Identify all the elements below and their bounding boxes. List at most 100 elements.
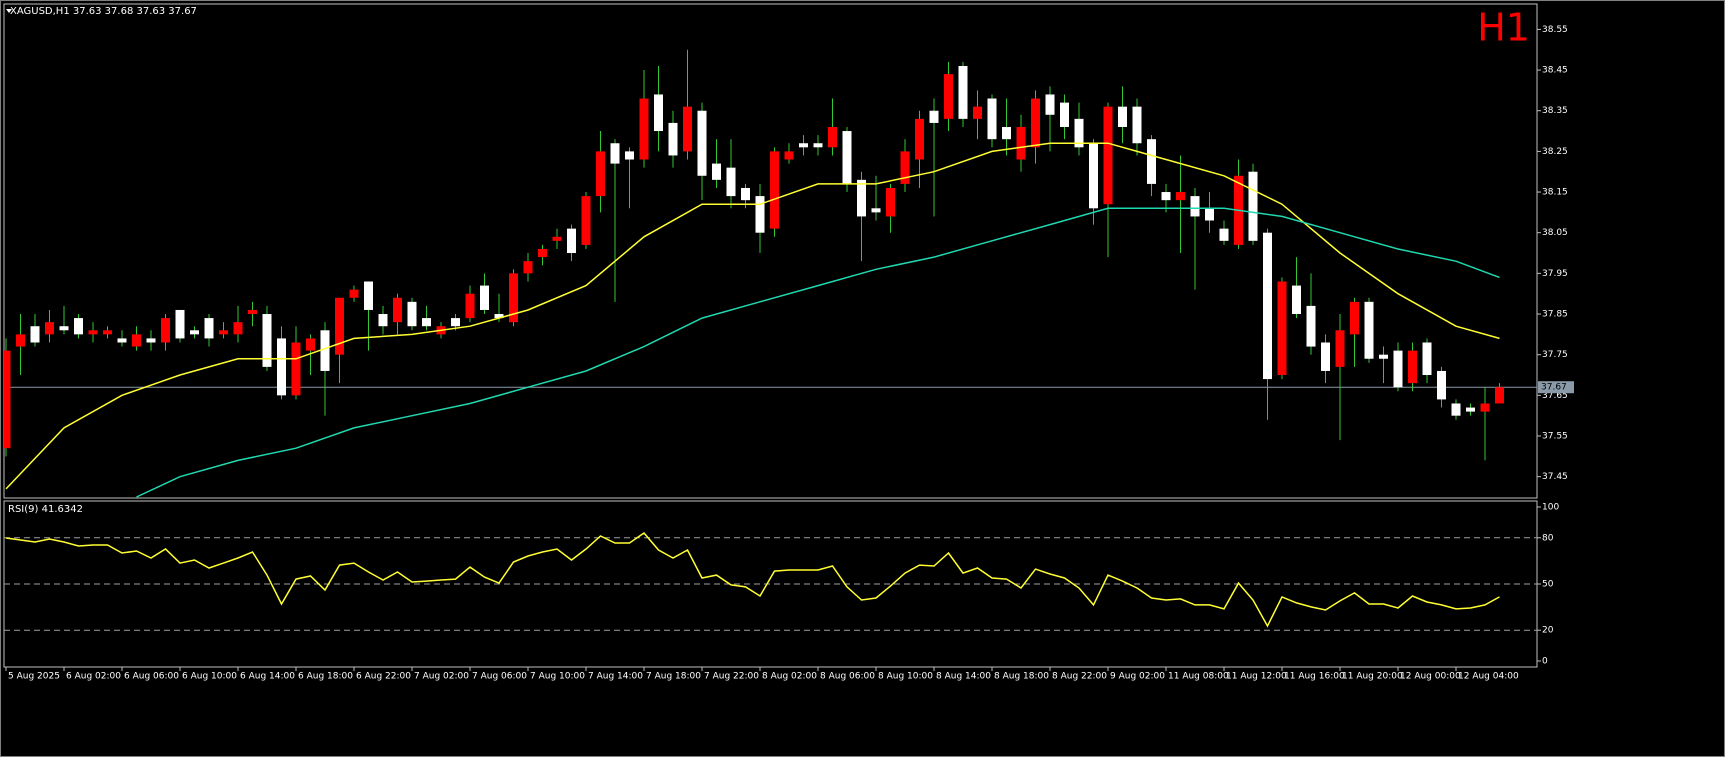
x-tick-label: 11 Aug 20:00 bbox=[1342, 672, 1403, 682]
candle-body bbox=[1263, 232, 1272, 380]
y-tick-label: 38.05 bbox=[1542, 228, 1568, 238]
y-tick-label: 0 bbox=[1542, 657, 1548, 667]
candle-body bbox=[842, 131, 852, 184]
candle-body bbox=[871, 208, 881, 213]
x-tick-label: 7 Aug 14:00 bbox=[588, 672, 643, 682]
candle-body bbox=[233, 322, 243, 335]
candle-body bbox=[828, 126, 837, 148]
candle-body bbox=[1002, 126, 1011, 140]
candle-body bbox=[1379, 354, 1388, 359]
rsi-plot bbox=[4, 531, 1537, 631]
candle-body bbox=[726, 167, 736, 197]
candle-body bbox=[378, 314, 388, 327]
y-tick-label: 37.55 bbox=[1542, 432, 1568, 442]
candle-body bbox=[393, 297, 402, 323]
candle-body bbox=[306, 338, 315, 351]
candle-body bbox=[944, 74, 953, 119]
candle-body bbox=[1219, 228, 1229, 241]
candle-body bbox=[929, 110, 939, 123]
x-tick-label: 7 Aug 18:00 bbox=[646, 672, 701, 682]
x-tick-label: 6 Aug 14:00 bbox=[240, 672, 295, 682]
x-tick-label: 11 Aug 12:00 bbox=[1226, 672, 1287, 682]
candle-body bbox=[915, 118, 924, 160]
x-tick-label: 8 Aug 10:00 bbox=[878, 672, 933, 682]
candle-body bbox=[509, 273, 518, 323]
candle-body bbox=[1132, 106, 1142, 144]
candle-body bbox=[857, 179, 866, 217]
candle-body bbox=[813, 143, 823, 148]
x-tick-label: 6 Aug 10:00 bbox=[182, 672, 237, 682]
x-tick-label: 12 Aug 00:00 bbox=[1400, 672, 1461, 682]
candle-body bbox=[1103, 106, 1113, 205]
candle-body bbox=[1074, 118, 1084, 148]
candle-body bbox=[132, 334, 141, 347]
y-tick-label: 37.45 bbox=[1542, 472, 1568, 482]
candle-body bbox=[1466, 407, 1475, 412]
candle-body bbox=[190, 330, 199, 335]
y-tick-label: 38.15 bbox=[1542, 188, 1568, 198]
candle-body bbox=[480, 285, 489, 310]
candle-body bbox=[668, 122, 678, 156]
candle-body bbox=[654, 94, 663, 132]
candle-body bbox=[277, 338, 286, 396]
x-tick-label: 8 Aug 02:00 bbox=[762, 672, 817, 682]
candle-body bbox=[697, 110, 707, 176]
candle-body bbox=[987, 98, 997, 140]
candle-body bbox=[886, 187, 895, 217]
candle-body bbox=[349, 289, 359, 298]
y-tick-label: 50 bbox=[1542, 580, 1554, 590]
x-tick-label: 12 Aug 04:00 bbox=[1458, 672, 1519, 682]
candle-body bbox=[610, 143, 620, 164]
candle-body bbox=[30, 326, 40, 343]
candle-body bbox=[1350, 301, 1359, 335]
current-price-label: 37.67 bbox=[1541, 383, 1567, 393]
candle-body bbox=[784, 151, 794, 160]
candle-body bbox=[465, 293, 475, 319]
x-tick-label: 8 Aug 06:00 bbox=[820, 672, 875, 682]
candle-body bbox=[407, 301, 417, 327]
candle-body bbox=[320, 330, 330, 371]
y-tick-label: 100 bbox=[1542, 503, 1559, 513]
candle-body bbox=[1248, 171, 1258, 241]
candle-body bbox=[1089, 143, 1098, 209]
candle-body bbox=[567, 228, 576, 254]
candle-body bbox=[741, 187, 750, 201]
x-tick-label: 6 Aug 02:00 bbox=[66, 672, 121, 682]
candle-body bbox=[581, 196, 591, 245]
timeframe-watermark: H1 bbox=[1477, 6, 1530, 50]
x-tick-label: 8 Aug 14:00 bbox=[936, 672, 991, 682]
rsi-line bbox=[5, 531, 1500, 628]
candle-body bbox=[1480, 403, 1490, 412]
current-price-box bbox=[1538, 381, 1574, 394]
candle-body bbox=[538, 248, 547, 258]
candle-body bbox=[1060, 102, 1069, 127]
candle-body bbox=[1364, 301, 1374, 359]
x-tick-label: 6 Aug 06:00 bbox=[124, 672, 179, 682]
y-tick-label: 38.55 bbox=[1542, 25, 1568, 35]
candle-body bbox=[219, 330, 228, 335]
x-tick-label: 7 Aug 02:00 bbox=[414, 672, 469, 682]
y-tick-label: 38.25 bbox=[1542, 147, 1568, 157]
candle-body bbox=[248, 309, 257, 315]
y-tick-label: 80 bbox=[1542, 533, 1554, 543]
candle-body bbox=[1422, 342, 1432, 376]
candle-body bbox=[523, 261, 533, 274]
x-tick-label: 8 Aug 18:00 bbox=[994, 672, 1049, 682]
x-tick-label: 5 Aug 2025 bbox=[8, 672, 60, 682]
chart-title: XAGUSD,H1 37.63 37.68 37.63 37.67 bbox=[10, 6, 197, 17]
candle-body bbox=[799, 143, 808, 148]
candle-body bbox=[1437, 370, 1446, 400]
axes: 37.45 37.55 37.65 37.75 37.85 37.95 38.05 38.15… bbox=[5, 25, 1574, 682]
candle-body bbox=[422, 318, 431, 327]
candle-body bbox=[1045, 94, 1055, 115]
x-tick-label: 6 Aug 18:00 bbox=[298, 672, 353, 682]
candle-body bbox=[74, 318, 83, 335]
candle-body bbox=[1277, 281, 1287, 376]
moving-average-line bbox=[136, 207, 1500, 498]
x-tick-label: 8 Aug 22:00 bbox=[1052, 672, 1107, 682]
candle-body bbox=[1335, 330, 1345, 367]
candle-body bbox=[161, 318, 170, 343]
candle-body bbox=[59, 326, 69, 331]
x-tick-label: 11 Aug 08:00 bbox=[1168, 672, 1229, 682]
candle-body bbox=[1321, 342, 1330, 371]
